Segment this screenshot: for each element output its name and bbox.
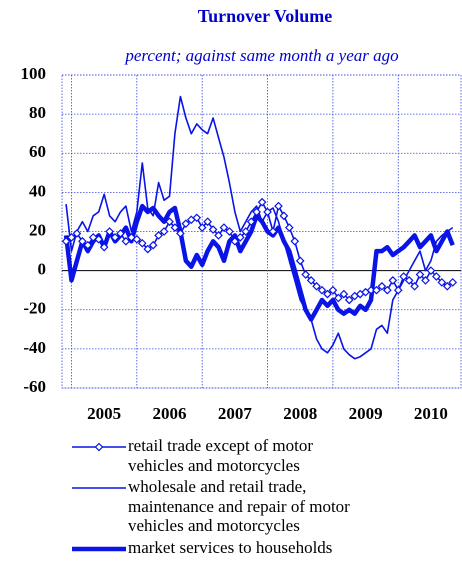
series-line — [63, 203, 455, 322]
series-marker — [274, 201, 283, 211]
series-marker — [214, 231, 223, 240]
series-marker — [208, 225, 218, 234]
series-marker — [230, 236, 240, 246]
series-marker — [399, 272, 409, 281]
series-marker — [404, 276, 414, 285]
series-marker — [301, 270, 310, 279]
series-marker — [203, 217, 212, 227]
series-marker — [110, 233, 120, 242]
series-marker — [388, 276, 398, 285]
legend-entry: market services to households — [72, 538, 462, 558]
series-marker — [263, 207, 272, 217]
series-marker — [284, 223, 294, 232]
y-tick-label: -40 — [23, 338, 46, 357]
series-marker — [290, 236, 300, 246]
y-tick-label: 40 — [29, 181, 46, 200]
series-marker — [393, 285, 403, 295]
series-marker — [295, 256, 305, 266]
x-tick-label: 2008 — [283, 404, 317, 423]
legend-label: market services to households — [128, 537, 333, 557]
series-marker — [426, 266, 436, 275]
legend-entry: wholesale and retail trade, maintenance … — [72, 477, 462, 536]
y-tick-label: -60 — [23, 377, 46, 396]
series-marker — [382, 285, 392, 295]
series-marker — [317, 285, 327, 295]
series-marker — [105, 227, 114, 236]
series-marker — [328, 285, 338, 295]
series-marker — [159, 227, 169, 236]
series-marker — [192, 213, 202, 223]
series-marker — [121, 236, 131, 246]
series-marker — [372, 285, 381, 295]
series-marker — [176, 229, 185, 238]
series-marker — [421, 276, 430, 285]
series-marker — [99, 242, 109, 252]
series-marker — [197, 223, 207, 232]
legend-swatch — [72, 442, 126, 452]
series-marker — [72, 229, 82, 238]
series-marker — [219, 223, 229, 232]
y-tick-label: 80 — [29, 103, 46, 122]
legend-label: wholesale and retail trade, maintenance … — [128, 477, 350, 535]
legend-marker — [94, 442, 104, 452]
series-marker — [181, 219, 191, 229]
series-marker — [235, 233, 245, 242]
series-marker — [246, 217, 256, 227]
series-marker — [252, 207, 261, 217]
y-tick-label: 100 — [21, 64, 47, 83]
chart-subtitle: percent; against same month a year ago — [124, 46, 398, 65]
series-marker — [83, 240, 93, 250]
series-marker — [116, 229, 125, 238]
series-marker — [437, 278, 447, 287]
series-marker — [432, 272, 441, 281]
legend-label: retail trade except of motor vehicles an… — [128, 436, 314, 475]
series-marker — [148, 240, 158, 250]
x-tick-label: 2009 — [349, 404, 383, 423]
series-marker — [137, 238, 147, 248]
series-marker — [257, 197, 267, 207]
y-tick-label: 20 — [29, 220, 46, 239]
series-marker — [339, 289, 349, 299]
series-marker — [323, 289, 332, 299]
legend-swatch — [72, 487, 126, 489]
chart-title: Turnover Volume — [198, 6, 333, 26]
series-marker — [78, 236, 87, 246]
x-tick-label: 2007 — [218, 404, 253, 423]
series-marker — [94, 234, 104, 244]
series-marker — [268, 227, 278, 236]
series-marker — [410, 281, 419, 291]
y-tick-label: 0 — [38, 260, 47, 279]
legend-entry: retail trade except of motor vehicles an… — [72, 436, 462, 475]
series-marker — [67, 233, 76, 242]
series-marker — [306, 276, 316, 285]
series-marker — [225, 227, 234, 236]
legend: retail trade except of motor vehicles an… — [72, 436, 462, 560]
y-tick-label: -20 — [23, 299, 46, 318]
series-marker — [377, 281, 387, 291]
y-tick-label: 60 — [29, 142, 46, 161]
series-line — [65, 95, 454, 360]
legend-swatch — [72, 546, 126, 551]
x-tick-label: 2010 — [414, 404, 448, 423]
series-marker — [88, 233, 98, 242]
series-marker — [344, 295, 354, 305]
x-tick-label: 2006 — [153, 404, 187, 423]
series-marker — [279, 211, 289, 221]
series-marker — [333, 293, 343, 303]
series-marker — [241, 227, 251, 236]
series-marker — [170, 223, 180, 232]
series-marker — [312, 281, 321, 291]
series-marker — [448, 278, 458, 287]
series-marker — [154, 231, 163, 240]
series-marker — [165, 217, 174, 227]
series-marker — [132, 234, 142, 244]
series-marker — [143, 244, 153, 254]
series-marker — [415, 270, 425, 279]
series-marker — [442, 281, 452, 291]
chart: Turnover Volume percent; against same mo… — [21, 6, 462, 423]
series-marker — [61, 236, 71, 246]
x-tick-label: 2005 — [87, 404, 121, 423]
